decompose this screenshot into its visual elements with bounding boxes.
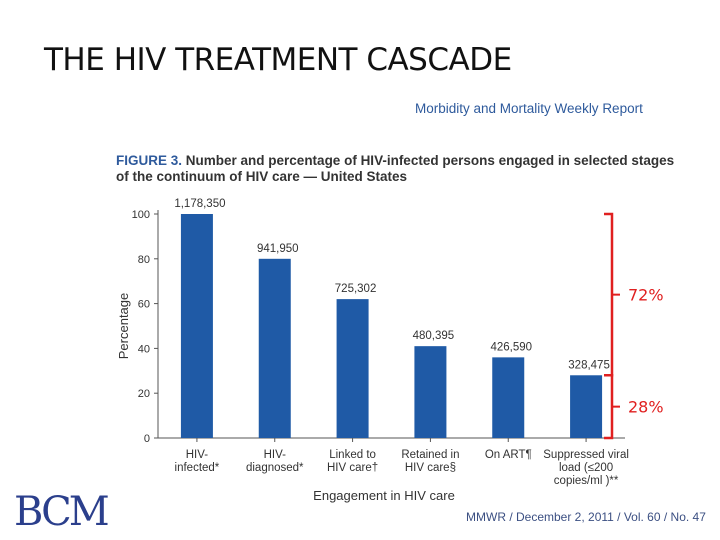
y-tick-label: 60 [138,299,150,311]
figure-caption: FIGURE 3. Number and percentage of HIV-i… [116,153,674,185]
x-tick-label: copies/ml )** [554,475,619,487]
y-tick-label: 20 [138,388,150,400]
x-tick-label: infected* [175,462,220,474]
bar [336,299,369,438]
bar-count-label: 725,302 [335,283,377,295]
y-tick-label: 0 [144,433,150,445]
bar-count-label: 426,590 [490,341,532,353]
x-tick-label: On ART¶ [485,449,532,461]
bar [414,346,447,438]
percent-annotation: 28% [628,398,664,417]
percent-annotation: 72% [628,286,664,305]
figure-caption-line1: Number and percentage of HIV-infected pe… [185,153,675,168]
x-tick-label: Suppressed viral [543,449,629,461]
bcm-logo: BCM [14,489,110,535]
x-tick-label: diagnosed* [246,462,304,474]
bracket [604,374,614,440]
x-tick-label: Linked to [329,449,376,461]
y-axis-label: Percentage [116,293,131,360]
footer-citation: MMWR / December 2, 2011 / Vol. 60 / No. … [466,510,706,524]
bar-count-label: 1,178,350 [174,198,225,210]
bar-count-label: 480,395 [413,330,455,342]
x-tick-label: HIV care§ [405,462,456,474]
slide-title: THE HIV TREATMENT CASCADE [44,42,512,78]
bar [492,357,525,438]
x-axis-label: Engagement in HIV care [313,488,455,503]
bar [258,258,291,438]
y-tick-label: 80 [138,254,150,266]
y-tick-label: 100 [132,209,150,221]
y-tick-label: 40 [138,343,150,355]
x-tick-label: Retained in [401,449,459,461]
bar-count-label: 328,475 [568,359,610,371]
bracket [604,212,614,377]
bar-count-label: 941,950 [257,243,299,255]
x-tick-label: HIV care† [327,462,378,474]
bar [570,375,603,438]
bar [180,214,213,438]
x-tick-label: load (≤200 [559,462,613,474]
figure-caption-line2: of the continuum of HIV care — United St… [116,169,408,184]
x-tick-label: HIV- [264,449,287,461]
journal-name: Morbidity and Mortality Weekly Report [415,101,643,116]
x-tick-label: HIV- [186,449,209,461]
figure-label: FIGURE 3. [116,153,183,168]
